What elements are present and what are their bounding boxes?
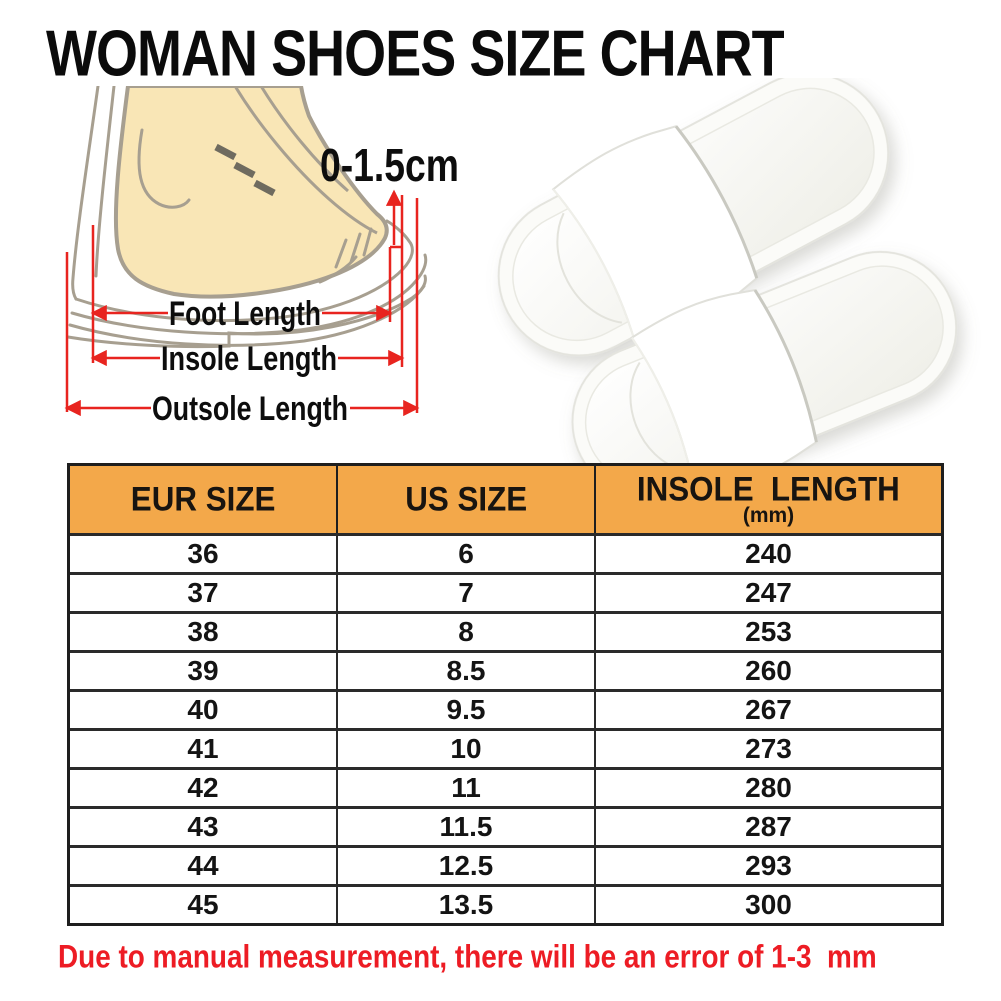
- toe-gap-label: 0-1.5cm: [320, 139, 459, 191]
- table-row: 45 13.5 300: [70, 884, 941, 923]
- table-row: 39 8.5 260: [70, 650, 941, 689]
- header-insole-unit: (mm): [742, 503, 795, 527]
- foot-detail-lines: [137, 128, 373, 284]
- header-eur-size: EUR SIZE: [70, 466, 338, 533]
- table-row: 42 11 280: [70, 767, 941, 806]
- measurement-error-note: Due to manual measurement, there will be…: [58, 938, 877, 976]
- table-row: 36 6 240: [70, 533, 941, 572]
- lace-hooks: [214, 143, 276, 197]
- dimension-lines: [64, 189, 420, 417]
- header-insole-length: INSOLE LENGTH (mm): [637, 469, 900, 527]
- shoe-outline-art: [66, 86, 428, 349]
- table-row: 40 9.5 267: [70, 689, 941, 728]
- foot-length-label: Foot Length: [169, 295, 321, 333]
- page-title: WOMAN SHOES SIZE CHART: [46, 17, 785, 90]
- table-header-row: EUR SIZE US SIZE INSOLE LENGTH (mm): [70, 466, 941, 533]
- sandals-photo: [497, 78, 958, 470]
- table-row: 38 8 253: [70, 611, 941, 650]
- table-row: 37 7 247: [70, 572, 941, 611]
- table-row: 43 11.5 287: [70, 806, 941, 845]
- table-row: 41 10 273: [70, 728, 941, 767]
- outsole-length-label: Outsole Length: [152, 390, 348, 428]
- size-chart-table: EUR SIZE US SIZE INSOLE LENGTH (mm) 36 6…: [67, 463, 944, 926]
- insole-length-label: Insole Length: [161, 340, 337, 378]
- foot-measurement-diagram: 0-1.5cm Foot Length Insole Length Outsol…: [64, 86, 459, 428]
- slide-sandal-top: [497, 78, 890, 357]
- header-us-size: US SIZE: [338, 466, 596, 533]
- shoe-lace-art: [233, 86, 378, 235]
- table-row: 44 12.5 293: [70, 845, 941, 884]
- slide-sandal-bottom: [571, 250, 958, 470]
